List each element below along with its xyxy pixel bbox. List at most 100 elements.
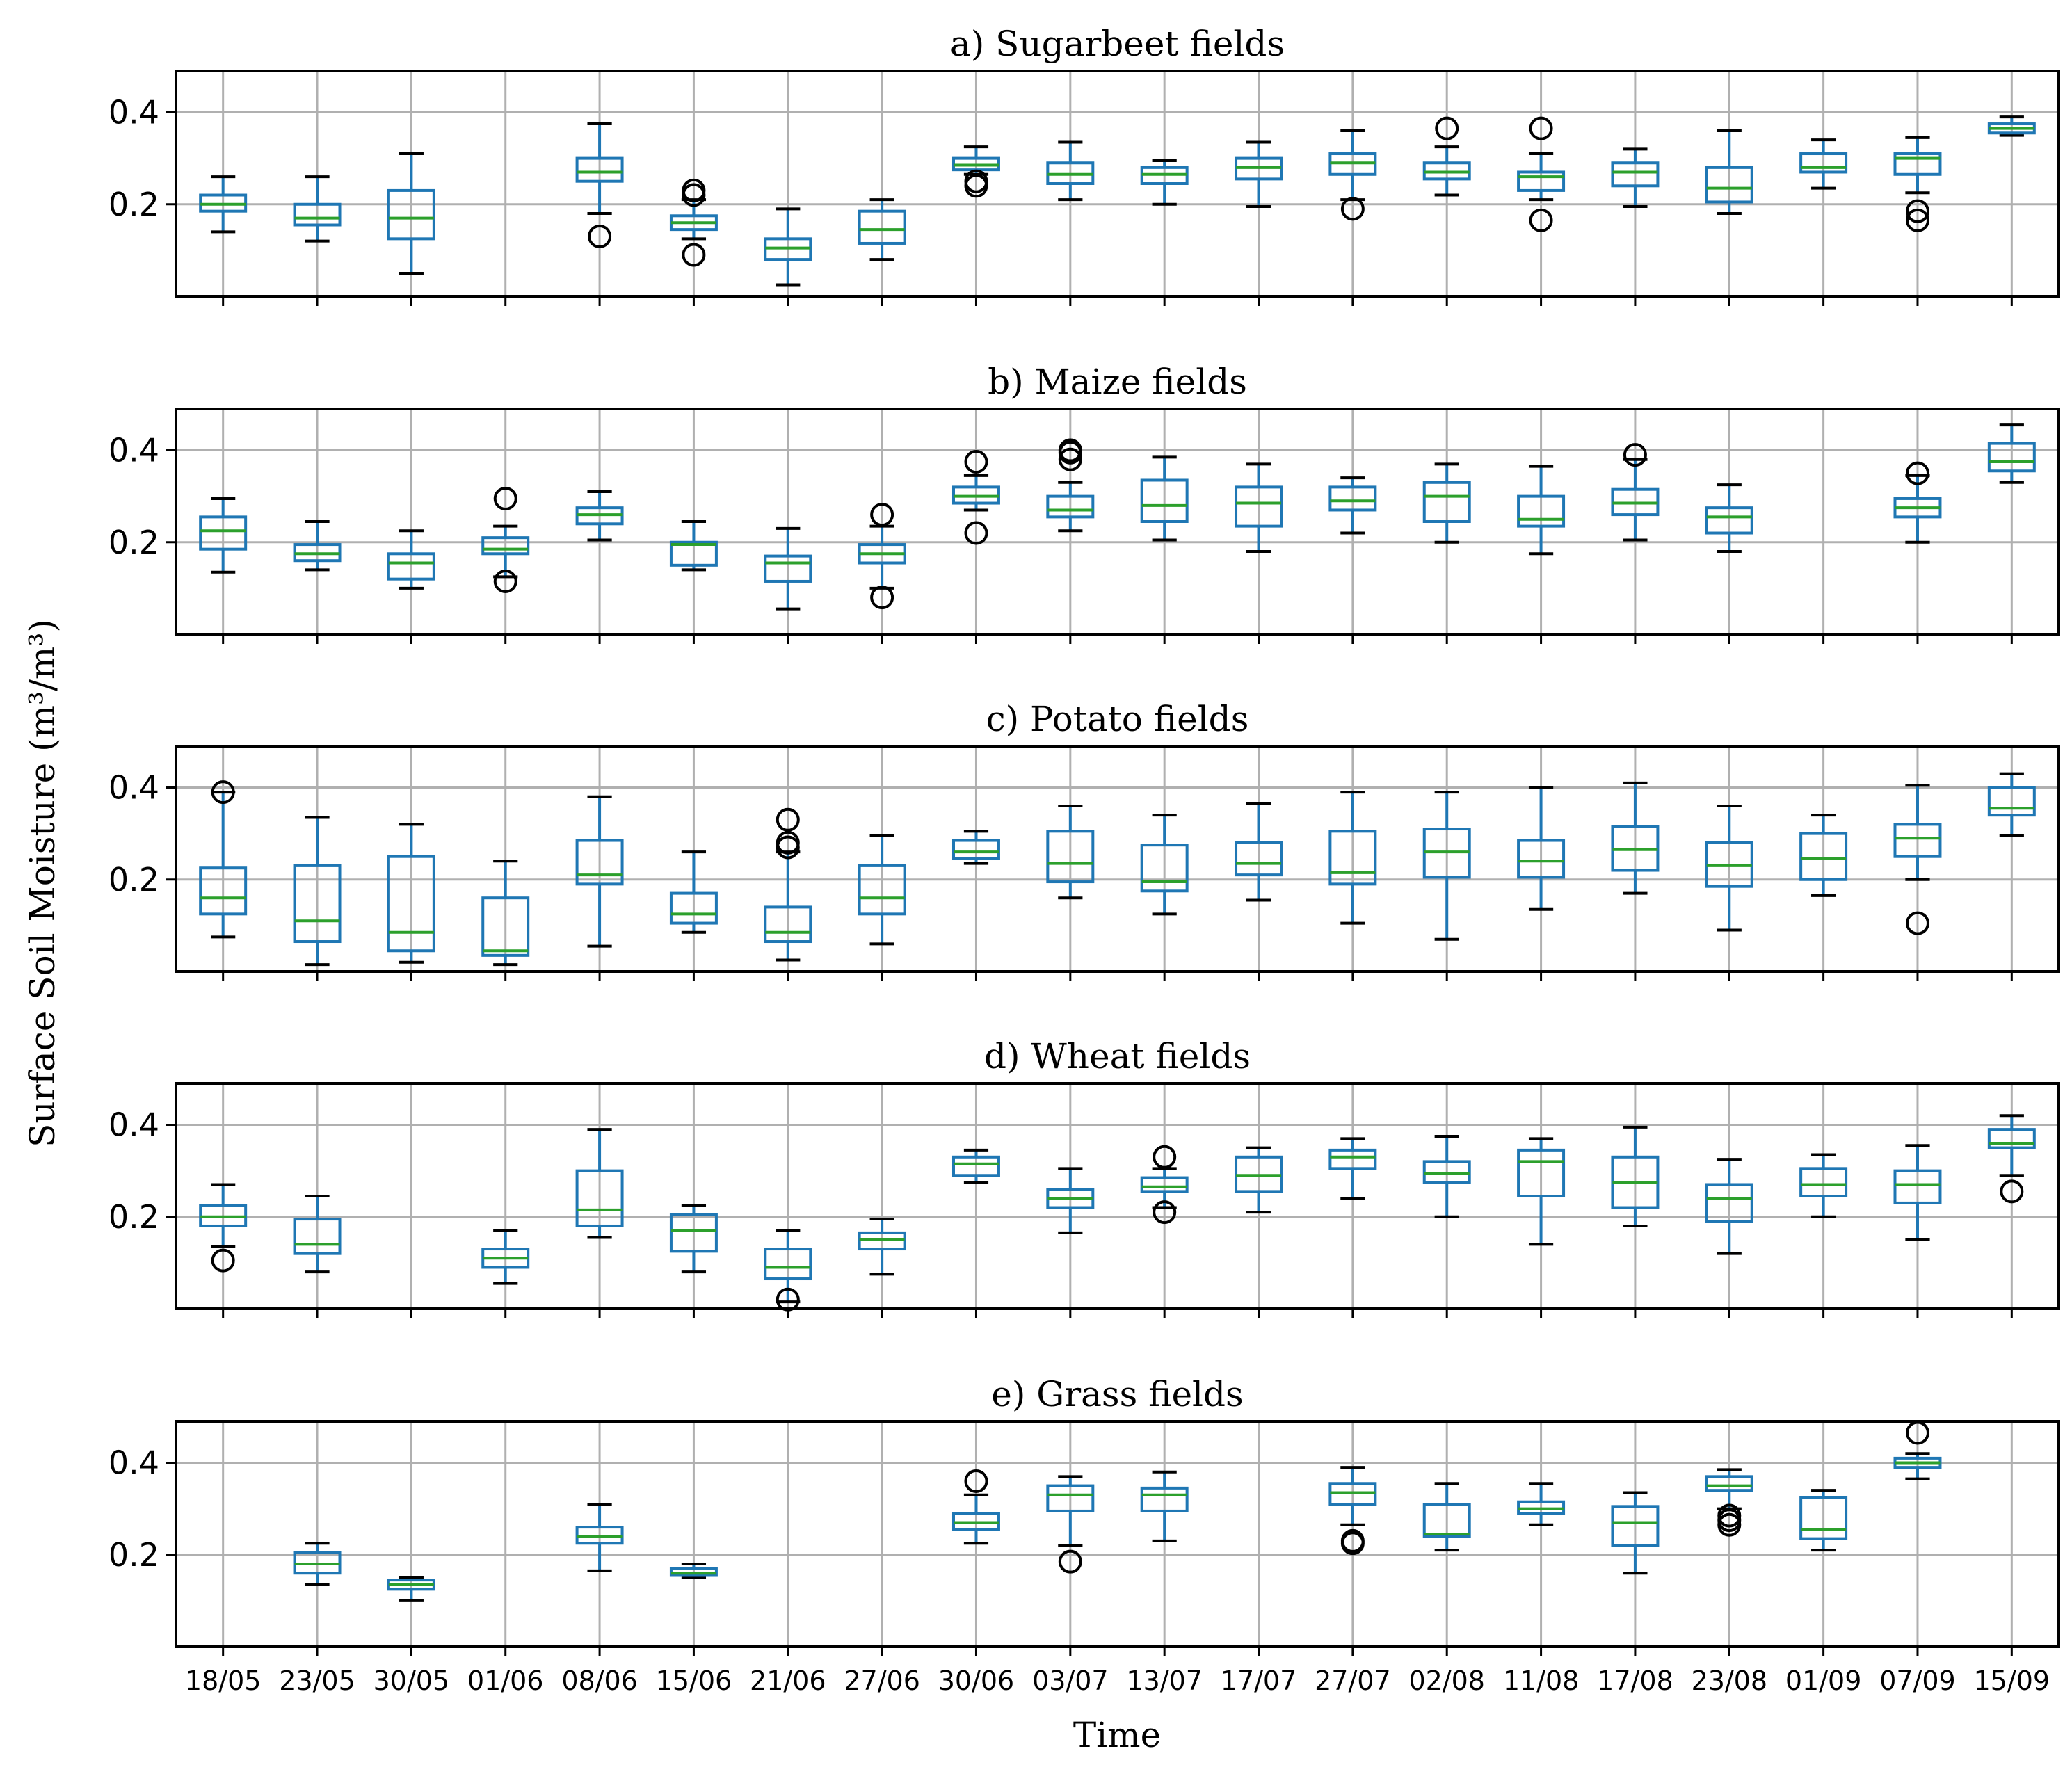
flier (964, 1469, 988, 1493)
box-iqr (1046, 1484, 1095, 1512)
flier (870, 586, 894, 610)
flier (1717, 1503, 1742, 1528)
box-iqr (1893, 152, 1942, 176)
box-15/06 (669, 850, 718, 934)
box-iqr (387, 552, 435, 581)
box-27/06 (858, 198, 906, 261)
box-iqr (669, 540, 718, 567)
x-axis-label: Time (1073, 1715, 1161, 1755)
box-01/09 (1799, 1489, 1848, 1552)
box-15/06 (669, 178, 718, 267)
flier (776, 807, 800, 832)
box-11/08 (1517, 1137, 1566, 1246)
box-iqr (1328, 830, 1377, 886)
box-23/05 (293, 175, 342, 243)
box-23/05 (293, 1542, 342, 1586)
panel-title: b) Maize fields (988, 362, 1247, 402)
box-iqr (1987, 1128, 2036, 1149)
flier (1153, 1200, 1177, 1225)
flier (964, 450, 988, 474)
box-11/08 (1517, 465, 1566, 556)
box-27/07 (1328, 129, 1377, 221)
box-30/06 (951, 1469, 1000, 1545)
box-07/09 (1893, 1144, 1942, 1241)
box-iqr (1140, 478, 1189, 524)
x-tick-label: 02/08 (1408, 1665, 1485, 1696)
box-18/05 (199, 780, 248, 939)
box-23/05 (293, 816, 342, 967)
box-17/07 (1235, 802, 1283, 902)
box-iqr (1328, 485, 1377, 512)
flier (493, 569, 517, 593)
box-iqr (575, 839, 624, 886)
axes-frame (175, 1420, 2060, 1648)
box-iqr (481, 536, 530, 556)
box-13/07 (1140, 814, 1189, 916)
box-iqr (1422, 1503, 1471, 1538)
flier (211, 1248, 235, 1273)
box-02/08 (1422, 462, 1471, 544)
flier (1058, 438, 1082, 462)
box-iqr (1987, 786, 2036, 817)
box-iqr (387, 855, 435, 953)
box-17/08 (1611, 147, 1660, 209)
box-23/05 (293, 1195, 342, 1274)
box-15/06 (669, 520, 718, 572)
panel-title: e) Grass fields (991, 1374, 1243, 1414)
y-tick-label: 0.2 (109, 861, 159, 898)
box-15/09 (1987, 115, 2036, 137)
x-tick-label: 07/09 (1879, 1665, 1956, 1696)
y-tick-label: 0.4 (109, 94, 159, 131)
box-11/08 (1517, 786, 1566, 911)
box-11/08 (1517, 116, 1566, 232)
box-13/07 (1140, 1145, 1189, 1225)
box-08/06 (575, 795, 624, 948)
box-iqr (764, 554, 812, 583)
box-iqr (1987, 442, 2036, 473)
box-iqr (387, 188, 435, 241)
box-27/06 (858, 1218, 906, 1276)
box-iqr (1328, 1148, 1377, 1170)
box-iqr (1235, 841, 1283, 877)
x-tick-label: 23/08 (1692, 1665, 1768, 1696)
box-23/08 (1705, 1468, 1753, 1537)
x-tick-label: 27/07 (1315, 1665, 1391, 1696)
x-tick-label: 23/05 (279, 1665, 355, 1696)
x-tick-label: 17/07 (1221, 1665, 1297, 1696)
box-01/09 (1799, 138, 1848, 190)
box-21/06 (764, 526, 812, 611)
box-30/06 (951, 450, 1000, 545)
box-17/08 (1611, 1491, 1660, 1575)
axes-frame (175, 408, 2060, 636)
panel-3: c) Potato fields 0.2 0.4 (109, 699, 2060, 981)
flier (211, 780, 235, 805)
x-tick-label: 27/06 (844, 1665, 920, 1696)
flier (1153, 1145, 1177, 1169)
box-23/08 (1705, 804, 1753, 932)
flier (1058, 447, 1082, 471)
box-17/08 (1611, 781, 1660, 895)
axes-frame (175, 745, 2060, 973)
flier (870, 503, 894, 527)
flier (1340, 197, 1365, 221)
box-01/06 (481, 486, 530, 593)
x-tick-label: 01/09 (1785, 1665, 1862, 1696)
box-08/06 (575, 1128, 624, 1239)
box-iqr (1611, 1505, 1660, 1547)
box-iqr (1799, 1496, 1848, 1540)
x-tick-label: 21/06 (750, 1665, 826, 1696)
box-27/07 (1328, 1137, 1377, 1200)
box-27/07 (1328, 791, 1377, 925)
y-tick-label: 0.4 (109, 769, 159, 807)
box-08/06 (575, 1503, 624, 1572)
x-tick-label: 18/05 (185, 1665, 262, 1696)
flier (1905, 199, 1929, 223)
flier (682, 178, 706, 202)
box-08/06 (575, 490, 624, 542)
x-tick-label: 30/06 (938, 1665, 1015, 1696)
box-iqr (669, 1213, 718, 1253)
flier (588, 225, 612, 249)
panel-5: e) Grass fields 0.2 0.4 18/05 23/05 30/05 01/0… (109, 1374, 2060, 1696)
